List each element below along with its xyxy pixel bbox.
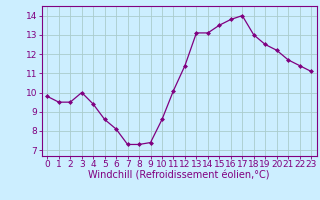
X-axis label: Windchill (Refroidissement éolien,°C): Windchill (Refroidissement éolien,°C) [88, 171, 270, 181]
